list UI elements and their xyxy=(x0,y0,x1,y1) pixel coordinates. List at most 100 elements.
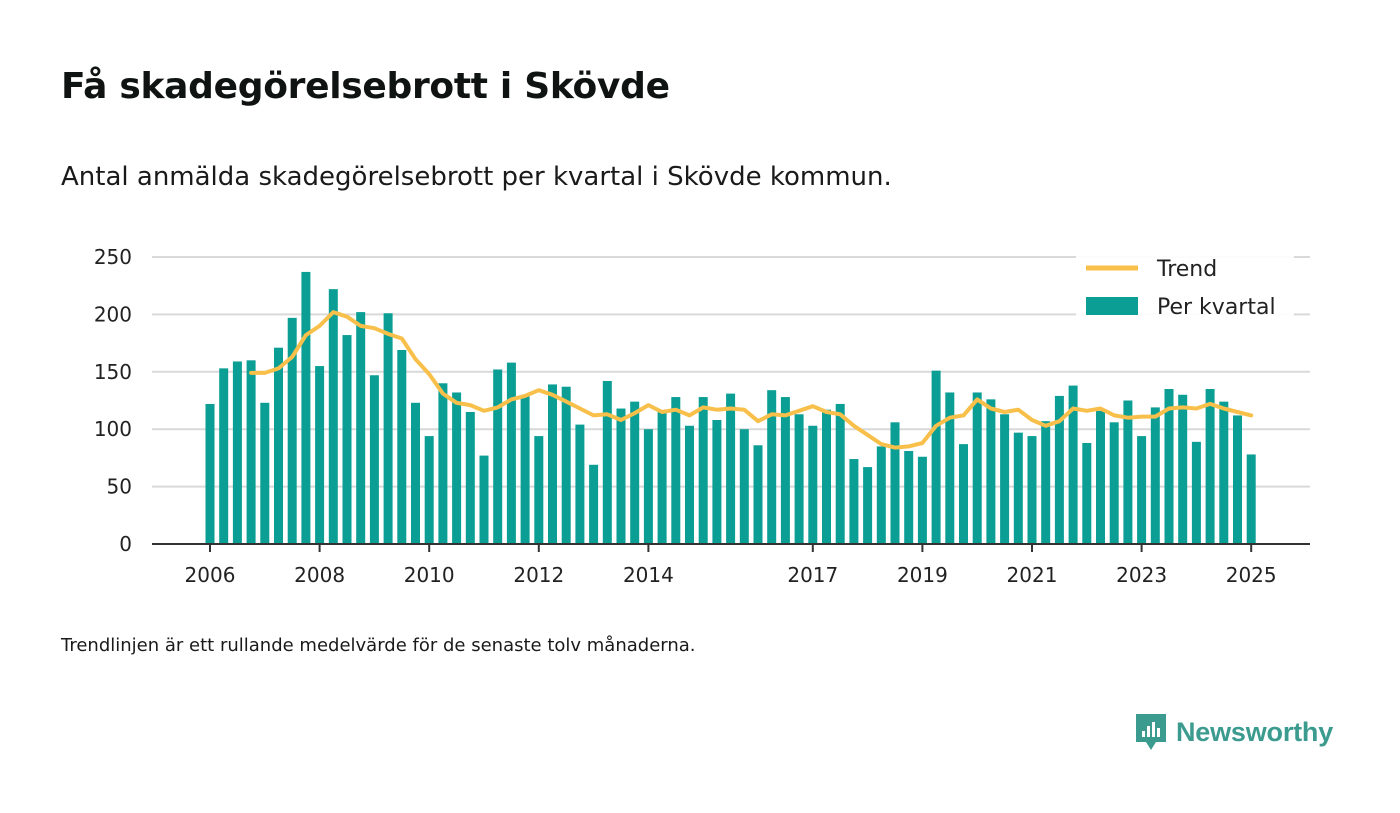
bar xyxy=(1191,441,1201,544)
bar xyxy=(520,395,530,544)
bar xyxy=(876,446,886,544)
bar xyxy=(438,383,448,544)
bar xyxy=(794,414,804,544)
bar xyxy=(602,380,612,544)
bar xyxy=(1233,415,1242,544)
x-tick-label: 2023 xyxy=(1116,563,1167,587)
bar xyxy=(561,386,571,544)
bar xyxy=(479,455,489,544)
bar xyxy=(575,424,585,544)
bar xyxy=(739,429,749,544)
y-tick-label: 250 xyxy=(94,245,132,269)
bar xyxy=(753,445,763,544)
x-tick-label: 2010 xyxy=(404,563,455,587)
bar xyxy=(1164,389,1174,544)
bar xyxy=(1096,410,1105,544)
bar xyxy=(1246,454,1256,544)
bar xyxy=(835,403,845,544)
x-axis-ticks: 2006 2008 2010 2012 2014 2017 2019 2021 2023 2025 xyxy=(185,544,1277,587)
bar xyxy=(1027,436,1037,544)
bar xyxy=(205,403,215,544)
x-tick-label: 2025 xyxy=(1226,563,1277,587)
bar xyxy=(1219,401,1229,544)
x-tick-label: 2008 xyxy=(294,563,345,587)
bar xyxy=(452,392,462,544)
bar xyxy=(767,390,777,544)
bar xyxy=(698,397,708,544)
bar xyxy=(712,420,722,544)
bar xyxy=(369,375,379,544)
bar xyxy=(246,360,256,544)
bar xyxy=(917,456,927,544)
x-tick-label: 2006 xyxy=(185,563,236,587)
bar xyxy=(726,393,736,544)
bar xyxy=(548,384,557,544)
bar xyxy=(506,362,516,544)
footnote: Trendlinjen är ett rullande medelvärde f… xyxy=(61,635,696,656)
bar xyxy=(589,464,599,544)
bar xyxy=(1205,389,1215,544)
chart-area: 0 50 100 150 200 250 2006 2008 2010 2012 2014 2017… xyxy=(94,245,1310,587)
bar xyxy=(424,436,434,544)
bar xyxy=(1000,414,1010,544)
bar xyxy=(328,289,338,544)
y-tick-label: 200 xyxy=(94,302,132,326)
bar xyxy=(849,459,859,544)
bar xyxy=(232,361,242,544)
bar xyxy=(493,369,503,544)
bar xyxy=(301,271,311,544)
bar xyxy=(780,397,790,544)
bar xyxy=(219,368,229,544)
bar xyxy=(397,349,407,544)
bar xyxy=(1123,400,1133,544)
bar xyxy=(959,444,968,544)
bar xyxy=(863,467,873,544)
bar xyxy=(260,402,270,544)
bar xyxy=(411,402,420,544)
bar xyxy=(904,451,914,544)
bar xyxy=(1068,385,1078,544)
bar xyxy=(890,422,900,544)
legend-bar-label: Per kvartal xyxy=(1157,295,1276,320)
bar xyxy=(383,313,393,544)
bar xyxy=(657,411,667,544)
bar xyxy=(630,401,640,544)
bar xyxy=(945,392,955,544)
bar xyxy=(986,399,996,544)
bar xyxy=(1137,436,1147,544)
bar xyxy=(931,370,941,544)
legend-bar-swatch xyxy=(1086,297,1138,315)
bar xyxy=(1041,421,1051,544)
legend-trend-label: Trend xyxy=(1156,257,1217,282)
bar xyxy=(1109,422,1119,544)
bar xyxy=(822,409,831,544)
trend-line xyxy=(249,310,1254,450)
bar xyxy=(356,312,366,544)
x-tick-label: 2019 xyxy=(897,563,948,587)
x-tick-label: 2012 xyxy=(513,563,564,587)
bar xyxy=(315,366,325,544)
y-axis-ticks: 0 50 100 150 200 250 xyxy=(94,245,132,556)
y-tick-label: 100 xyxy=(94,417,132,441)
bar xyxy=(643,429,653,544)
chart-title: Få skadegörelsebrott i Skövde xyxy=(61,66,670,107)
bar xyxy=(685,425,694,544)
y-tick-label: 0 xyxy=(119,532,132,556)
newsworthy-logo-icon xyxy=(1136,714,1166,750)
y-tick-label: 50 xyxy=(107,475,132,499)
bar xyxy=(465,411,475,544)
bar xyxy=(1082,442,1092,544)
brand[interactable]: Newsworthy xyxy=(1134,712,1333,752)
bar xyxy=(1054,395,1064,544)
bar xyxy=(274,347,283,544)
bar xyxy=(342,335,352,544)
bar xyxy=(671,397,681,544)
bar xyxy=(808,425,818,544)
bar xyxy=(1013,432,1023,544)
bar xyxy=(1150,407,1160,544)
x-tick-label: 2014 xyxy=(623,563,674,587)
x-tick-label: 2021 xyxy=(1007,563,1058,587)
bar xyxy=(534,436,544,544)
legend: Trend Per kvartal xyxy=(1076,250,1294,320)
bar xyxy=(972,392,982,544)
